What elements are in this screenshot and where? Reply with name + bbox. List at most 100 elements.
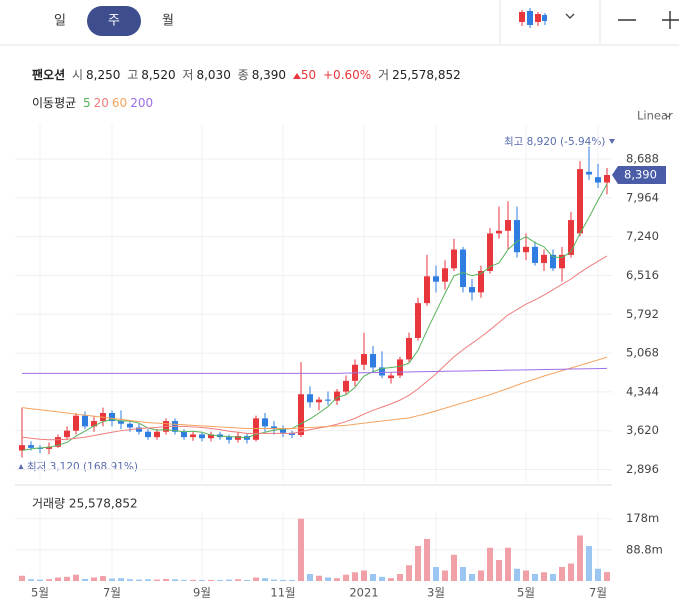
volume-bar <box>226 579 232 581</box>
candle-body <box>550 254 556 269</box>
volume-bar <box>469 574 475 581</box>
tab-week[interactable]: 주 <box>108 14 120 29</box>
y-tick-label: 8,688 <box>626 152 659 166</box>
field-label: 시 <box>71 68 83 82</box>
ma-legend-entry: 200 <box>130 96 154 110</box>
candle-body <box>415 303 421 338</box>
volume-bar <box>541 572 547 581</box>
y-tick-label: 178m <box>626 511 659 525</box>
candle-body <box>289 432 295 435</box>
volume-bar <box>397 574 403 581</box>
candle-body <box>577 169 583 234</box>
stock-name: 팬오션 <box>32 68 66 82</box>
volume-bar <box>361 570 367 581</box>
volume-bar <box>379 576 385 581</box>
candle-body <box>136 427 142 432</box>
volume-bar <box>28 579 34 581</box>
y-tick-label: 7,240 <box>626 229 659 243</box>
current-price-label: 8,390 <box>624 168 657 182</box>
volume-bar <box>19 575 25 581</box>
y-tick-label: 2,896 <box>626 462 659 476</box>
field-value: 8,030 <box>196 68 231 82</box>
y-tick-label: 4,344 <box>626 384 659 398</box>
volume-bar <box>91 577 97 581</box>
candle-body <box>388 375 394 379</box>
volume-bar <box>82 578 88 581</box>
candle-body <box>370 354 376 368</box>
candle-body <box>487 233 493 271</box>
candle-body <box>208 434 214 439</box>
volume-bar <box>244 579 250 581</box>
candle-body <box>559 254 565 269</box>
volume-bar <box>172 579 178 581</box>
volume-bar <box>316 575 322 581</box>
volume-bar <box>424 539 430 581</box>
volume-bar <box>604 572 610 581</box>
candle-body <box>37 447 43 449</box>
candle-body <box>307 394 313 403</box>
candle-body <box>469 287 475 293</box>
x-tick-label: 2021 <box>349 586 378 600</box>
candle-body <box>262 418 268 427</box>
low-annotation: 최저 3,120 (168.91%) <box>27 461 138 473</box>
x-tick-label: 5월 <box>31 586 49 600</box>
volume-bar <box>307 574 313 581</box>
volume-bar <box>460 567 466 581</box>
volume-bar <box>118 578 124 581</box>
volume-bar <box>181 579 187 581</box>
x-tick-label: 9월 <box>193 586 211 600</box>
candle-body <box>190 434 196 438</box>
candle-body <box>478 270 484 293</box>
scale-mode[interactable]: Linear <box>637 109 673 123</box>
candle-body <box>127 423 133 428</box>
volume-title: 거래량 25,578,852 <box>32 497 138 511</box>
quote-line: 팬오션 시 8,250 고 8,520 저 8,030 종 8,390 50 +0.60… <box>32 66 464 83</box>
volume-bar <box>190 579 196 581</box>
volume-bar <box>550 574 556 581</box>
zoom-in[interactable] <box>662 11 679 29</box>
volume-bar <box>352 572 358 581</box>
tab-month[interactable]: 월 <box>162 14 174 29</box>
candle-body <box>235 436 241 440</box>
ma-line <box>22 367 608 374</box>
candle-body <box>253 418 259 440</box>
scale-chevron[interactable] <box>664 113 672 118</box>
field-value: 8,250 <box>86 68 121 82</box>
x-tick-label: 7월 <box>589 586 607 600</box>
chevron[interactable] <box>565 13 575 19</box>
current-price-tag <box>612 166 666 185</box>
candle-body <box>433 276 439 282</box>
candle-body <box>604 175 610 183</box>
x-tick-label: 3월 <box>427 586 445 600</box>
ma-line <box>21 356 608 430</box>
chart-type-icon[interactable] <box>519 8 547 28</box>
field-label: 거 <box>378 68 390 82</box>
volume-bar <box>577 535 583 581</box>
volume-bar <box>568 563 574 581</box>
ma-legend-entry: 20 <box>93 96 109 110</box>
candle-body <box>316 399 322 403</box>
tab-day[interactable]: 일 <box>54 14 66 29</box>
ma-title: 이동평균 <box>32 96 77 110</box>
volume-bar <box>496 560 502 581</box>
candle-body <box>586 171 592 175</box>
candle-body <box>280 429 286 433</box>
candle-body <box>91 421 97 427</box>
ma-line <box>21 255 608 441</box>
volume-bar <box>451 554 457 581</box>
candle-body <box>73 415 79 431</box>
volume-bar <box>514 568 520 581</box>
volume-bar <box>298 518 304 581</box>
ma-legend-entry: 5 <box>83 96 91 110</box>
y-tick-label: 6,516 <box>626 268 659 282</box>
volume-bar <box>487 547 493 581</box>
candle-body <box>19 445 25 451</box>
volume-bar <box>55 577 61 581</box>
volume-bar <box>433 567 439 581</box>
volume-bar <box>64 576 70 581</box>
volume-bar <box>199 579 205 581</box>
candle-body <box>298 394 304 435</box>
field-label: 고 <box>127 68 139 82</box>
volume-bar <box>406 565 412 581</box>
